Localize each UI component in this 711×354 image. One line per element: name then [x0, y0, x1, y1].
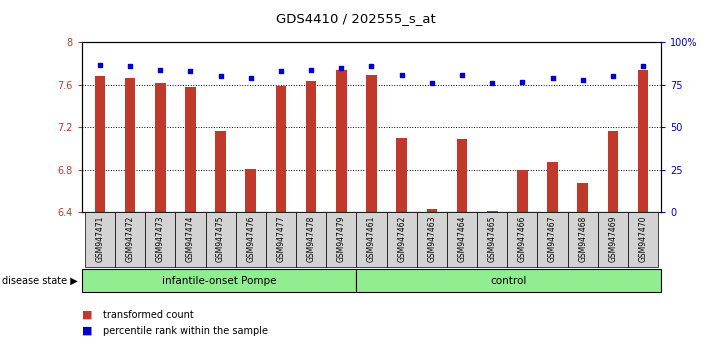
Bar [95, 76, 105, 212]
Bar [185, 87, 196, 212]
Bar [235, 212, 266, 267]
Bar [155, 83, 166, 212]
Text: GSM947478: GSM947478 [306, 215, 316, 262]
Text: GSM947464: GSM947464 [458, 215, 466, 262]
Point [486, 80, 498, 86]
Point [275, 69, 287, 74]
Text: disease state ▶: disease state ▶ [2, 275, 78, 286]
Point [396, 72, 407, 78]
Bar [336, 70, 346, 212]
Bar [447, 212, 477, 267]
Point [638, 63, 649, 69]
Bar [124, 78, 135, 212]
Bar [115, 212, 145, 267]
Text: GSM947465: GSM947465 [488, 215, 497, 262]
Text: GSM947469: GSM947469 [609, 215, 617, 262]
Text: GSM947474: GSM947474 [186, 215, 195, 262]
Bar [306, 81, 316, 212]
Bar [547, 162, 558, 212]
Bar [326, 212, 356, 267]
Text: GSM947462: GSM947462 [397, 215, 406, 262]
Text: GDS4410 / 202555_s_at: GDS4410 / 202555_s_at [276, 12, 435, 25]
Text: GSM947468: GSM947468 [578, 215, 587, 262]
Text: GSM947463: GSM947463 [427, 215, 437, 262]
Point [547, 75, 558, 81]
Bar [205, 212, 235, 267]
Bar [538, 212, 567, 267]
Text: transformed count: transformed count [103, 310, 194, 320]
Text: ■: ■ [82, 326, 92, 336]
Text: GSM947479: GSM947479 [337, 215, 346, 262]
Bar [638, 70, 648, 212]
Point [124, 63, 136, 69]
Point [607, 74, 619, 79]
Bar [397, 138, 407, 212]
Bar [456, 139, 467, 212]
Text: GSM947471: GSM947471 [95, 215, 105, 262]
Point [306, 67, 317, 73]
Text: ■: ■ [82, 310, 92, 320]
Bar [628, 212, 658, 267]
Point [245, 75, 257, 81]
Text: control: control [491, 275, 527, 286]
Text: GSM947476: GSM947476 [246, 215, 255, 262]
Point [154, 67, 166, 73]
Bar [266, 212, 296, 267]
Bar [356, 269, 661, 292]
Bar [145, 212, 176, 267]
Bar [577, 183, 588, 212]
Point [215, 74, 226, 79]
Bar [427, 209, 437, 212]
Bar [215, 131, 226, 212]
Bar [85, 212, 115, 267]
Text: GSM947472: GSM947472 [126, 215, 134, 262]
Bar [417, 212, 447, 267]
Point [426, 80, 437, 86]
Bar [477, 212, 508, 267]
Bar [276, 86, 287, 212]
Bar [508, 212, 538, 267]
Bar [176, 212, 205, 267]
Bar [296, 212, 326, 267]
Point [577, 77, 589, 83]
Bar [356, 212, 387, 267]
Text: GSM947466: GSM947466 [518, 215, 527, 262]
Bar [82, 269, 356, 292]
Bar [598, 212, 628, 267]
Bar [387, 212, 417, 267]
Bar [567, 212, 598, 267]
Bar [487, 211, 498, 212]
Point [365, 63, 377, 69]
Text: GSM947470: GSM947470 [638, 215, 648, 262]
Point [94, 62, 105, 67]
Text: percentile rank within the sample: percentile rank within the sample [103, 326, 268, 336]
Point [185, 69, 196, 74]
Text: GSM947467: GSM947467 [548, 215, 557, 262]
Text: GSM947461: GSM947461 [367, 215, 376, 262]
Point [517, 79, 528, 84]
Text: GSM947473: GSM947473 [156, 215, 165, 262]
Point [456, 72, 468, 78]
Bar [517, 170, 528, 212]
Text: GSM947477: GSM947477 [277, 215, 285, 262]
Bar [608, 131, 619, 212]
Bar [366, 75, 377, 212]
Bar [245, 169, 256, 212]
Text: infantile-onset Pompe: infantile-onset Pompe [162, 275, 277, 286]
Text: GSM947475: GSM947475 [216, 215, 225, 262]
Point [336, 65, 347, 71]
